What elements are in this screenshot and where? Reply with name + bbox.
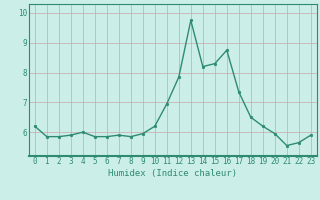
X-axis label: Humidex (Indice chaleur): Humidex (Indice chaleur) — [108, 169, 237, 178]
